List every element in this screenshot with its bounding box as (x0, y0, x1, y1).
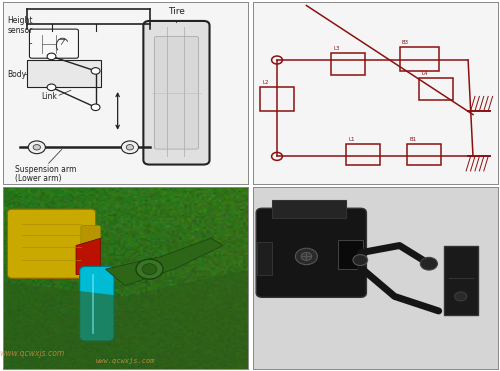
Text: Body: Body (8, 70, 26, 79)
Bar (258, 242, 272, 275)
Bar (407, 144, 441, 165)
Circle shape (126, 145, 134, 150)
Bar (331, 53, 365, 75)
Circle shape (353, 255, 368, 266)
Bar (338, 240, 363, 269)
Bar (346, 144, 380, 165)
Circle shape (301, 252, 312, 260)
Circle shape (47, 53, 56, 60)
FancyBboxPatch shape (154, 36, 198, 149)
FancyBboxPatch shape (144, 21, 210, 165)
Text: L1: L1 (348, 137, 354, 142)
Circle shape (28, 141, 46, 154)
Circle shape (91, 68, 100, 74)
Bar (444, 246, 478, 315)
FancyBboxPatch shape (80, 266, 114, 341)
Circle shape (136, 259, 163, 279)
FancyBboxPatch shape (256, 208, 366, 297)
Circle shape (47, 84, 56, 91)
Circle shape (142, 264, 157, 275)
Bar (260, 87, 294, 111)
Text: L2: L2 (262, 81, 269, 85)
Text: (Lower arm): (Lower arm) (15, 174, 61, 183)
Bar (27, 60, 101, 87)
Bar (419, 78, 454, 100)
Bar (272, 200, 345, 218)
Polygon shape (2, 269, 248, 369)
Text: Link: Link (42, 92, 58, 101)
FancyBboxPatch shape (81, 226, 100, 269)
Text: B1: B1 (410, 137, 416, 142)
Text: www.qcwxjs.com: www.qcwxjs.com (0, 349, 64, 358)
FancyBboxPatch shape (8, 209, 96, 278)
Text: L4: L4 (422, 71, 428, 76)
Text: www.qcwxjs.com: www.qcwxjs.com (95, 358, 155, 364)
Circle shape (454, 292, 467, 301)
Text: L3: L3 (334, 46, 340, 51)
Text: Tire: Tire (168, 7, 185, 16)
Polygon shape (106, 238, 223, 286)
Text: Height
sensor: Height sensor (8, 16, 33, 35)
Circle shape (296, 248, 318, 265)
Polygon shape (76, 238, 100, 275)
Text: B3: B3 (402, 40, 409, 46)
FancyBboxPatch shape (30, 29, 78, 58)
Circle shape (91, 104, 100, 111)
Circle shape (420, 257, 438, 270)
Bar (400, 47, 438, 71)
Text: Suspension arm: Suspension arm (15, 165, 76, 174)
Circle shape (33, 145, 40, 150)
Circle shape (122, 141, 138, 154)
